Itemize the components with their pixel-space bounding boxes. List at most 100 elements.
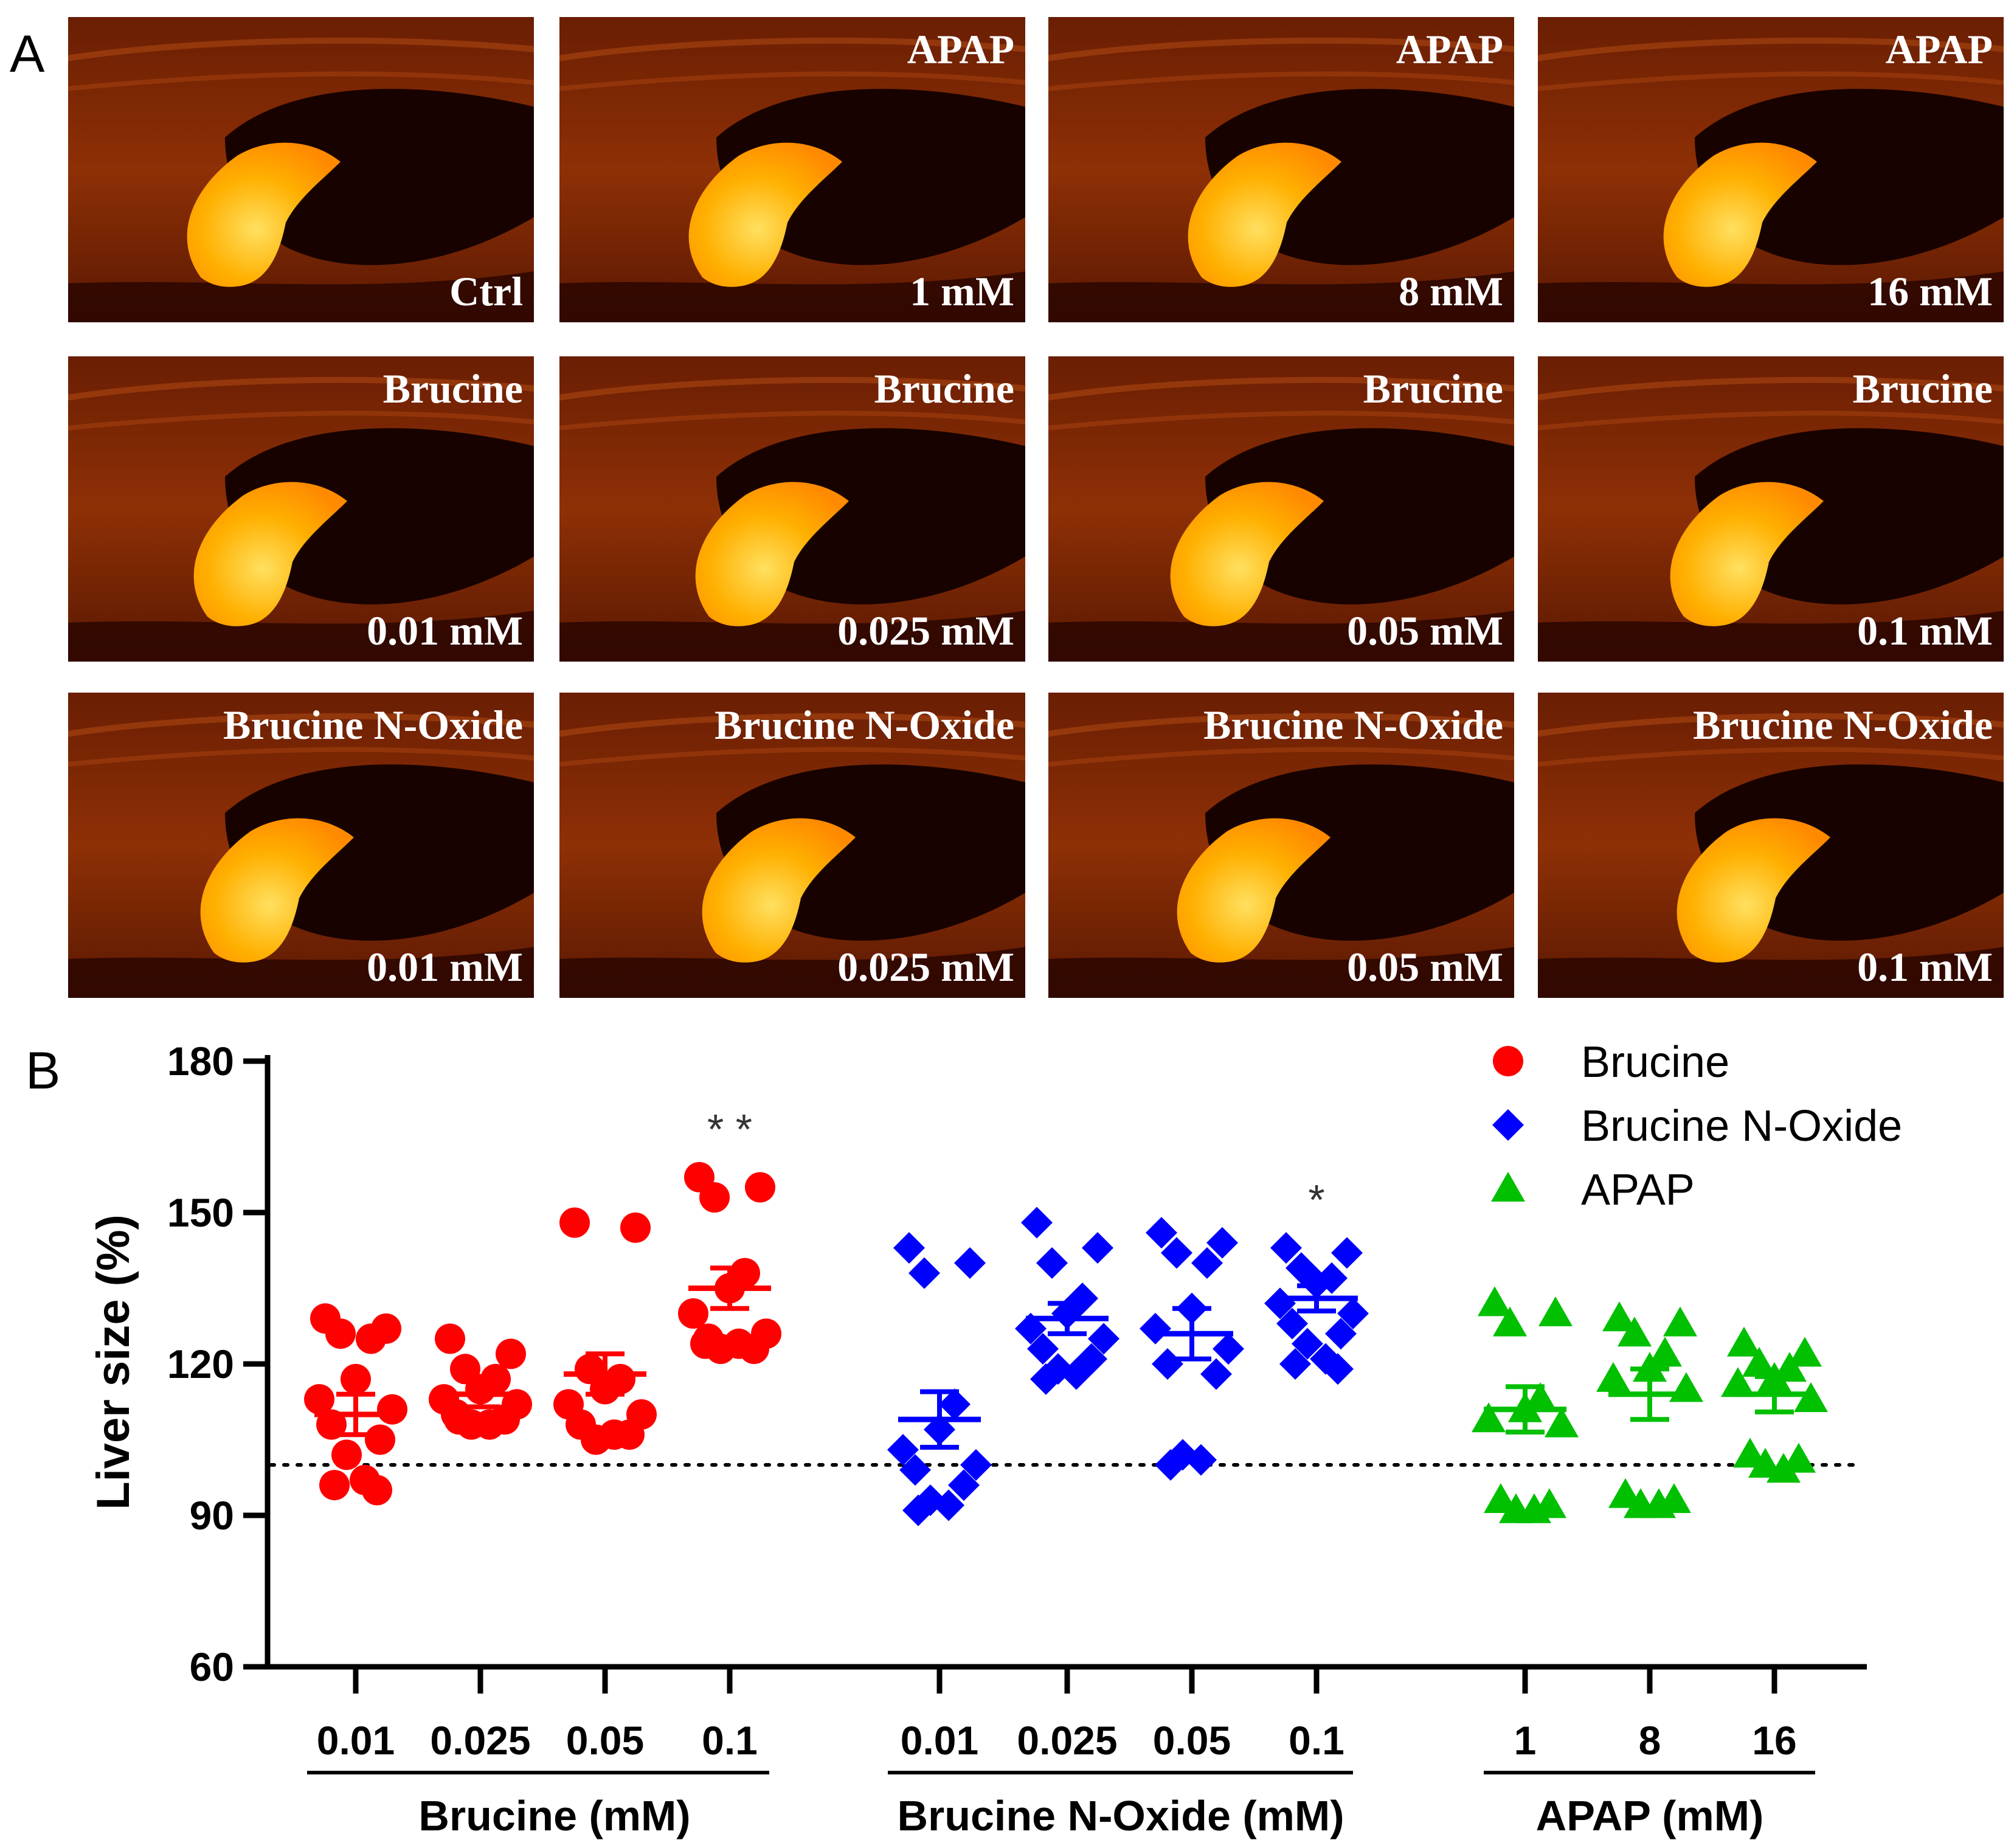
tissue-stripe: [66, 376, 536, 401]
data-point-circle: [599, 1419, 629, 1450]
tissue-stripe: [558, 71, 1027, 91]
gut-cavity: [225, 764, 535, 941]
data-point-diamond: [1152, 1348, 1183, 1380]
data-point-diamond: [893, 1232, 925, 1264]
tissue-stripe: [558, 713, 1027, 737]
micrograph-top-label: Brucine: [1853, 365, 1993, 412]
data-point-triangle: [1493, 1306, 1527, 1337]
micrograph-r2-c1: Brucine 0.01 mM: [66, 354, 536, 664]
micrograph-top-label: Brucine: [874, 365, 1014, 412]
legend-label: APAP: [1581, 1166, 1695, 1214]
panel-a-letter: A: [10, 25, 45, 83]
data-point-circle: [678, 1298, 708, 1329]
legend-marker-triangle: [1491, 1172, 1525, 1202]
x-tick-label: 0.1: [1289, 1718, 1344, 1763]
micrograph-bottom-label: 0.025 mM: [837, 944, 1014, 990]
legend-label: Brucine: [1581, 1038, 1729, 1087]
data-point-diamond: [1036, 1247, 1068, 1279]
liver-fluorescence: [1170, 482, 1324, 626]
panel-b-letter: B: [26, 1042, 60, 1100]
micrograph-r1-c3: APAP 8 mM: [1046, 15, 1517, 325]
micrograph-bottom-label: 0.05 mM: [1347, 607, 1503, 654]
micrograph-r2-c3: Brucine 0.05 mM: [1046, 354, 1517, 664]
data-point-triangle: [1602, 1301, 1636, 1332]
tissue-stripe: [1047, 71, 1516, 91]
lower-band: [558, 611, 1026, 663]
data-point-diamond: [1279, 1348, 1311, 1380]
data-point-diamond: [1213, 1333, 1244, 1365]
legend-marker-diamond: [1492, 1109, 1524, 1141]
data-point-diamond: [1292, 1327, 1323, 1360]
micrograph-border: [1535, 354, 2006, 664]
data-point-diamond: [1161, 1237, 1192, 1269]
data-points: [304, 1161, 1828, 1526]
data-point-triangle: [1794, 1382, 1828, 1413]
data-point-circle: [331, 1439, 362, 1470]
tissue-stripe: [1536, 410, 2005, 431]
data-point-diamond: [1264, 1287, 1296, 1320]
data-point-diamond: [1270, 1232, 1302, 1264]
data-point-diamond: [1322, 1353, 1354, 1385]
micrograph-bottom-label: 0.01 mM: [367, 944, 523, 990]
micrograph-r1-c4: APAP 16 mM: [1535, 15, 2006, 325]
micrograph-r3-c4: Brucine N-Oxide 0.1 mM: [1535, 690, 2006, 1000]
data-point-triangle: [1727, 1326, 1761, 1357]
data-point-triangle: [1788, 1337, 1822, 1367]
liver-fluorescence: [702, 818, 856, 963]
data-point-triangle: [1472, 1402, 1506, 1433]
micrograph-top-label: Brucine: [1363, 365, 1503, 412]
y-ticks: 60 90 120 150 180: [167, 1039, 268, 1689]
data-point-diamond: [1185, 1444, 1217, 1476]
tissue-stripe: [558, 410, 1027, 431]
tissue-stripe: [1047, 37, 1516, 61]
gut-cavity: [1695, 428, 2005, 604]
micrograph-r2-c4: Brucine 0.1 mM: [1535, 354, 2006, 664]
x-tick-label: 1: [1514, 1718, 1537, 1763]
data-point-circle: [377, 1394, 407, 1425]
micrograph-border: [557, 690, 1028, 1000]
micrograph-border: [1046, 690, 1517, 1000]
data-point-circle: [745, 1172, 775, 1203]
y-tick-label: 120: [167, 1341, 234, 1386]
x-tick-label: 0.025: [430, 1718, 530, 1763]
data-point-diamond: [933, 1489, 964, 1521]
data-point-triangle: [1648, 1337, 1682, 1367]
micrograph-bottom-label: 8 mM: [1399, 268, 1503, 314]
y-tick-label: 150: [167, 1190, 234, 1235]
group-title: Brucine (mM): [418, 1792, 690, 1839]
lower-band: [1047, 947, 1515, 999]
data-point-circle: [362, 1475, 392, 1506]
micrograph-bottom-label: 16 mM: [1867, 268, 1993, 314]
data-point-diamond: [948, 1469, 980, 1501]
tissue-stripe: [1047, 376, 1516, 401]
micrograph-border: [557, 15, 1028, 325]
tissue-stripe: [66, 713, 536, 737]
x-tick-label: 0.01: [901, 1718, 978, 1763]
tissue-stripe: [66, 747, 536, 767]
micrograph-border: [1535, 15, 2006, 325]
data-point-diamond: [902, 1494, 934, 1526]
data-point-triangle: [1642, 1488, 1676, 1518]
tissue-stripe: [66, 71, 536, 91]
mean-sem-bars: [314, 1265, 1816, 1450]
data-point-circle: [325, 1318, 356, 1349]
micrograph-bottom-label: 0.05 mM: [1347, 944, 1503, 990]
data-point-triangle: [1478, 1286, 1512, 1317]
tissue-stripe: [1047, 747, 1516, 767]
significance-marker: * *: [707, 1106, 752, 1153]
x-tick-label: 0.01: [317, 1718, 395, 1763]
liver-fluorescence: [1663, 142, 1817, 287]
data-point-circle: [365, 1424, 395, 1455]
data-point-triangle: [1517, 1493, 1551, 1523]
micrograph-border: [1046, 15, 1517, 325]
data-point-diamond: [1082, 1232, 1113, 1264]
tissue-stripe: [1536, 71, 2005, 91]
legend-marker-circle: [1493, 1046, 1523, 1076]
data-point-circle: [496, 1338, 526, 1369]
group-labels: * * Brucine (mM) * Brucine N-Oxide (mM) APAP…: [307, 1106, 1815, 1839]
data-point-circle: [444, 1404, 474, 1435]
data-point-circle: [620, 1212, 651, 1243]
data-point-diamond: [1140, 1312, 1171, 1344]
data-point-circle: [693, 1323, 724, 1354]
